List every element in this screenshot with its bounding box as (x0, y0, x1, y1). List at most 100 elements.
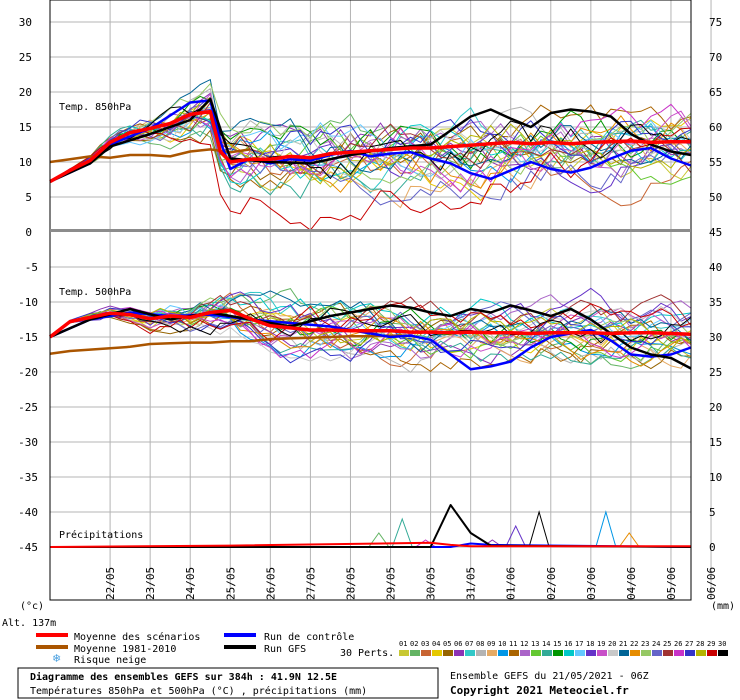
perturbation-legend-swatch (652, 650, 662, 656)
unit-right: (mm) (711, 601, 735, 612)
y-tick-label-left: -40 (18, 506, 38, 519)
x-tick-label: 26/05 (264, 567, 277, 600)
y-tick-label-left: -15 (18, 331, 38, 344)
perturbation-17-t850 (49, 106, 692, 183)
perturbation-legend-label: 04 (432, 640, 440, 648)
y-tick-label-right: 15 (709, 436, 722, 449)
y-tick-label-left: 20 (19, 86, 32, 99)
perturbation-30-t850 (49, 98, 692, 183)
perturbation-legend-swatch (718, 650, 728, 656)
main-series (48, 97, 692, 548)
legend-gfs-swatch (224, 645, 256, 649)
upper-panel-title: Temp. 850hPa (59, 102, 131, 113)
perturbation-legend-label: 25 (663, 640, 671, 648)
perturbation-05-t850 (49, 125, 692, 183)
x-tick-label: 04/06 (625, 567, 638, 600)
perturbation-legend-swatch (553, 650, 563, 656)
y-tick-label-right: 70 (709, 51, 722, 64)
perturbation-legend-label: 20 (608, 640, 616, 648)
perturbation-legend-label: 24 (652, 640, 660, 648)
footer-box (17, 667, 439, 699)
y-tick-label-right: 0 (709, 541, 716, 554)
legend-climo-swatch (36, 645, 68, 649)
perturbations-label: 30 Perts. (340, 648, 394, 659)
x-tick-label: 22/05 (104, 567, 117, 600)
perturbation-legend-label: 13 (531, 640, 539, 648)
y-tick-label-left: -35 (18, 471, 38, 484)
perturbation-legend-label: 01 (399, 640, 407, 648)
altitude-label: Alt. 137m (2, 618, 56, 629)
perturbation-legend-swatch (685, 650, 695, 656)
perturbation-02-precip (368, 532, 390, 548)
perturbation-legend-swatch (674, 650, 684, 656)
y-tick-label-right: 45 (709, 226, 722, 239)
perturbation-legend-swatch (454, 650, 464, 656)
unit-left: (°c) (20, 601, 44, 612)
perturbation-legend-label: 10 (498, 640, 506, 648)
legend-snow-label: Risque neige (74, 655, 146, 666)
axis-ticks: 22/05 23/05 24/05 25/05 26/05 27/05 28/05 29/05… (18, 16, 722, 600)
perturbation-legend-swatch (465, 650, 475, 656)
perturbation-legend-label: 23 (641, 640, 649, 648)
lower-panel-title: Temp. 500hPa (59, 287, 131, 298)
perturbation-legend-label: 09 (487, 640, 495, 648)
perturbation-legend-swatch (564, 650, 574, 656)
perturbation-legend-label: 21 (619, 640, 627, 648)
perturbation-legend-label: 30 (718, 640, 726, 648)
perturbation-24-t850 (49, 96, 692, 206)
perturbation-legend-label: 17 (575, 640, 583, 648)
perturbation-legend-label: 19 (597, 640, 605, 648)
perturbation-legend-swatch (531, 650, 541, 656)
x-tick-label: 27/05 (304, 567, 317, 600)
perturbation-legend-swatch (443, 650, 453, 656)
y-tick-label-right: 5 (709, 506, 716, 519)
y-tick-label-left: -30 (18, 436, 38, 449)
perturbation-29-t500 (49, 302, 692, 342)
perturbation-legend-swatch (399, 650, 409, 656)
legend-mean-label: Moyenne des scénarios (74, 631, 200, 643)
footer-subtitle: Températures 850hPa et 500hPa (°C) , pré… (30, 685, 367, 697)
y-tick-label-right: 40 (709, 261, 722, 274)
copyright: Copyright 2021 Meteociel.fr (450, 684, 629, 697)
perturbation-legend: 01 02 03 04 05 06 07 08 09 10 11 12 13 14 15 16 17 18 19 20… (399, 640, 728, 656)
legend-mean-swatch (36, 633, 68, 637)
perturbation-26-t500 (49, 306, 692, 359)
perturbation-legend-swatch (520, 650, 530, 656)
legend-control-swatch (224, 633, 256, 637)
series-control-t500 (49, 311, 692, 371)
series-mean-precip (49, 541, 691, 548)
perturbation-03-t850 (49, 109, 692, 207)
perturbation-legend-label: 14 (542, 640, 550, 648)
x-tick-label: 29/05 (385, 567, 398, 600)
perturbation-18-t500 (49, 287, 692, 338)
perturbation-legend-swatch (410, 650, 420, 656)
precip-title: Précipitations (59, 529, 143, 541)
legend-gfs-label: Run GFS (264, 644, 306, 655)
perturbation-legend-swatch (498, 650, 508, 656)
y-tick-label-left: -25 (18, 401, 38, 414)
x-tick-label: 06/06 (705, 567, 718, 600)
y-tick-label-right: 75 (709, 16, 722, 29)
perturbation-legend-label: 08 (476, 640, 484, 648)
perturbation-25-t850 (49, 101, 692, 183)
plot-frame (49, 0, 692, 601)
perturbation-legend-swatch (608, 650, 618, 656)
perturbation-legend-label: 26 (674, 640, 682, 648)
perturbation-legend-swatch (641, 650, 651, 656)
perturbation-22-precip (618, 532, 640, 548)
x-tick-label: 25/05 (224, 567, 237, 600)
perturbation-20-t500 (49, 305, 692, 362)
y-tick-label-left: -20 (18, 366, 38, 379)
perturbation-legend-swatch (597, 650, 607, 656)
perturbation-legend-swatch (432, 650, 442, 656)
x-tick-label: 02/06 (545, 567, 558, 600)
perturbation-legend-swatch (707, 650, 717, 656)
perturbation-legend-swatch (696, 650, 706, 656)
y-tick-label-left: 25 (19, 51, 32, 64)
perturbation-legend-swatch (586, 650, 596, 656)
perturbation-legend-swatch (575, 650, 585, 656)
y-tick-label-right: 25 (709, 366, 722, 379)
perturbation-legend-label: 06 (454, 640, 462, 648)
perturbation-02-t850 (49, 113, 692, 183)
perturbation-21-t850 (49, 78, 692, 183)
